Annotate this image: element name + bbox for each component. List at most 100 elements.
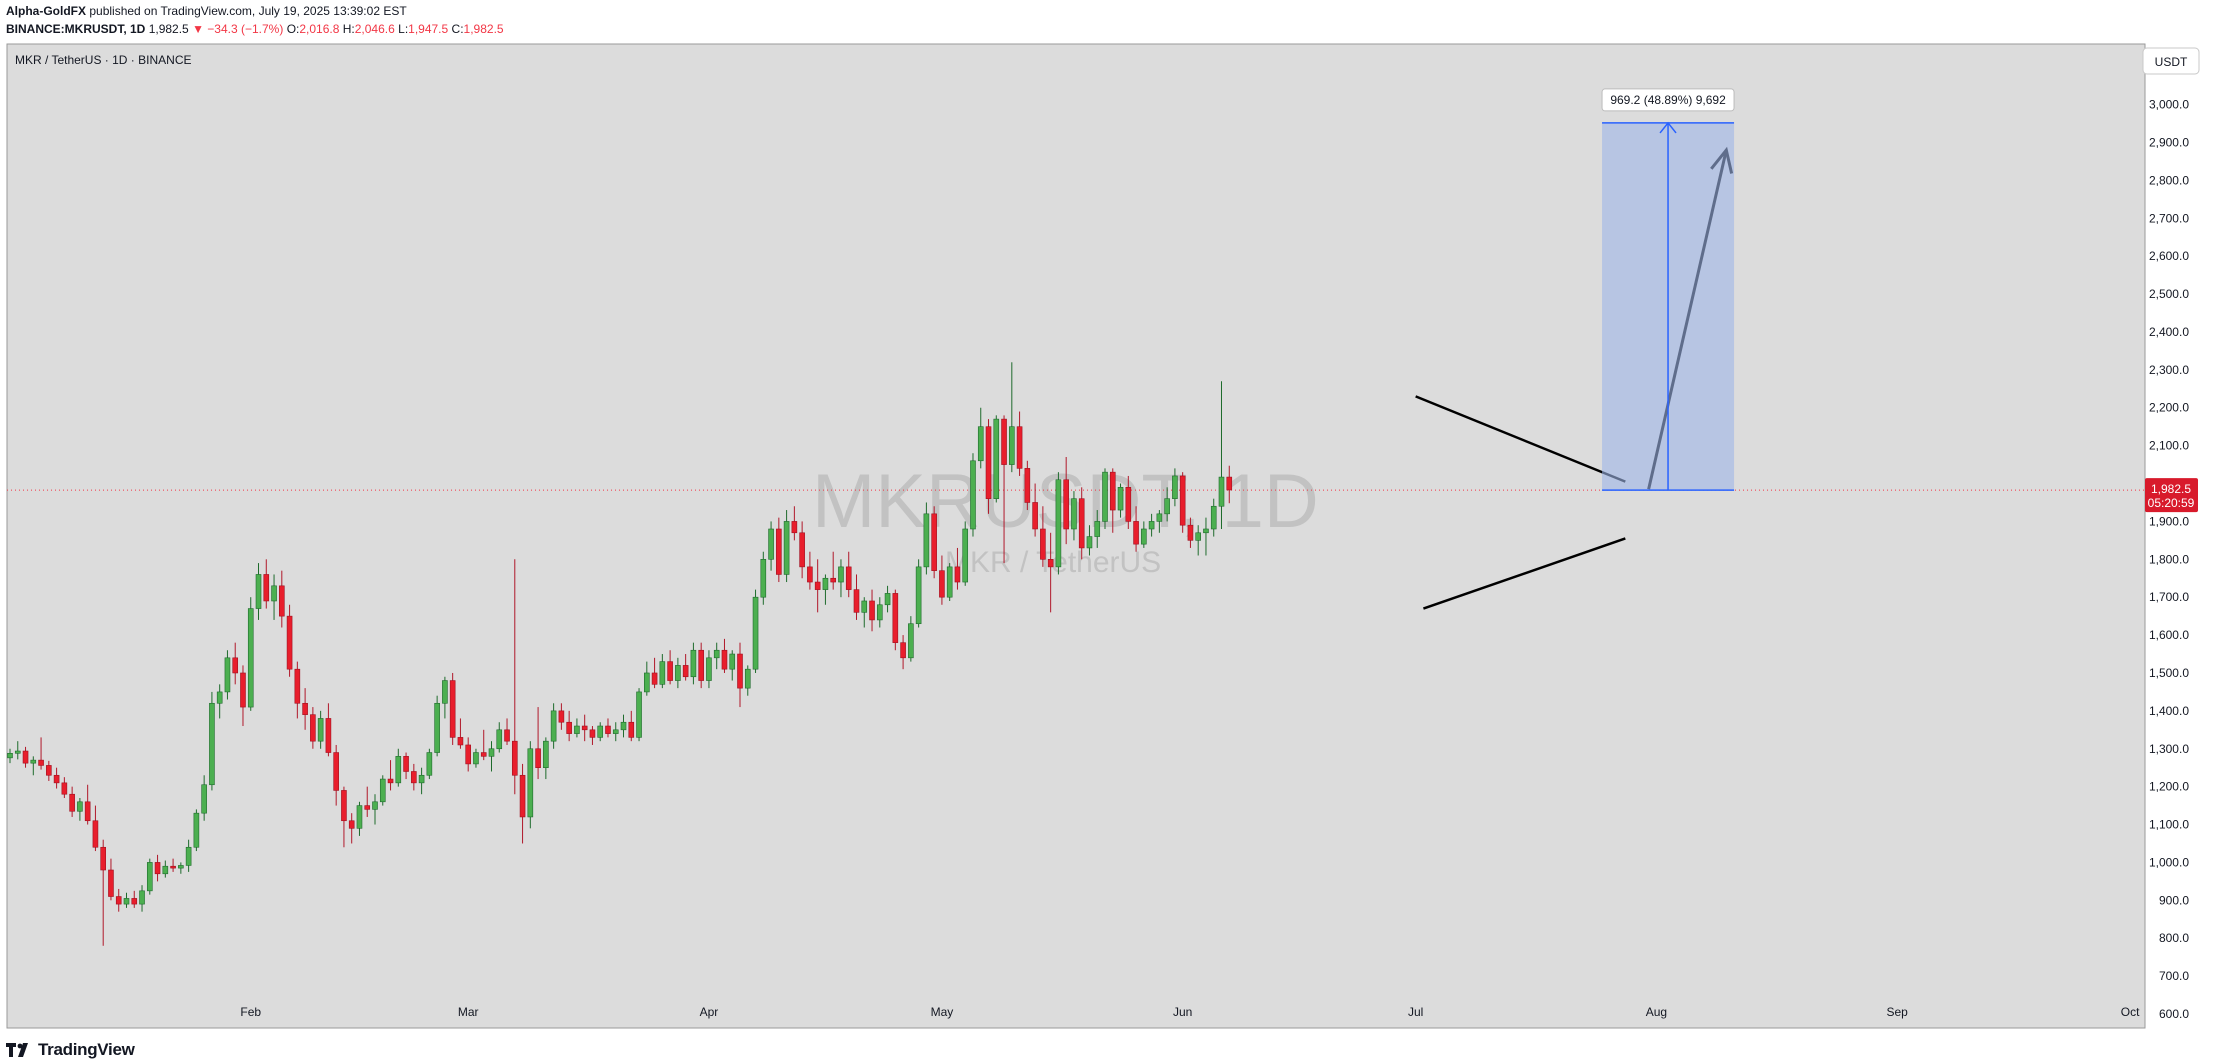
candle[interactable] (379, 775, 386, 806)
candle[interactable] (876, 597, 883, 628)
candle[interactable] (387, 760, 394, 791)
candle[interactable] (1117, 483, 1124, 518)
candle[interactable] (744, 665, 751, 696)
candle[interactable] (61, 777, 68, 799)
candle[interactable] (38, 737, 44, 770)
candle[interactable] (1187, 517, 1194, 548)
candle[interactable] (861, 597, 868, 628)
candle[interactable] (822, 574, 829, 605)
candle[interactable] (900, 635, 906, 670)
candle[interactable] (682, 654, 689, 681)
candle[interactable] (853, 574, 860, 620)
candle[interactable] (838, 559, 844, 598)
candle[interactable] (869, 589, 875, 632)
candle[interactable] (807, 551, 813, 590)
candle[interactable] (193, 809, 200, 852)
current-price-tag[interactable]: 1,982.505:20:59 (2145, 478, 2198, 513)
candle[interactable] (69, 786, 75, 817)
candle[interactable] (442, 676, 448, 719)
candle[interactable] (372, 794, 378, 825)
candle[interactable] (1102, 468, 1108, 529)
candle[interactable] (115, 888, 122, 912)
candle[interactable] (651, 657, 658, 689)
candle[interactable] (760, 551, 767, 605)
candle[interactable] (496, 722, 503, 753)
candle[interactable] (985, 419, 992, 514)
candle[interactable] (1024, 460, 1031, 511)
candle[interactable] (1040, 506, 1046, 567)
candle[interactable] (7, 748, 13, 764)
candle[interactable] (977, 407, 984, 469)
candle[interactable] (108, 858, 114, 901)
candle[interactable] (46, 760, 52, 781)
candle[interactable] (776, 517, 782, 583)
candle[interactable] (884, 585, 891, 613)
candle[interactable] (1094, 510, 1101, 548)
candle[interactable] (954, 547, 961, 590)
candle[interactable] (178, 862, 184, 874)
candle[interactable] (77, 798, 83, 821)
candle[interactable] (923, 502, 930, 575)
candle[interactable] (931, 506, 937, 579)
candle[interactable] (84, 784, 91, 825)
candle[interactable] (535, 707, 541, 780)
candle[interactable] (783, 510, 790, 583)
candle[interactable] (713, 642, 720, 670)
currency-button[interactable]: USDT (2142, 47, 2200, 75)
candle[interactable] (1156, 510, 1163, 533)
candle[interactable] (612, 722, 619, 742)
candle[interactable] (628, 710, 635, 742)
candle[interactable] (1071, 491, 1077, 541)
candles-series[interactable] (7, 362, 2145, 946)
candle[interactable] (1203, 517, 1209, 556)
candle[interactable] (830, 551, 836, 590)
candle[interactable] (403, 752, 409, 780)
candle[interactable] (1148, 513, 1155, 537)
candle[interactable] (395, 748, 402, 787)
candle[interactable] (1109, 468, 1116, 533)
candle[interactable] (1164, 487, 1170, 522)
candle[interactable] (449, 672, 456, 745)
candle[interactable] (1226, 465, 1233, 504)
candle[interactable] (418, 767, 425, 795)
candle[interactable] (667, 650, 673, 685)
candle[interactable] (915, 559, 922, 628)
candle[interactable] (550, 703, 557, 749)
candle[interactable] (768, 521, 774, 571)
candle[interactable] (224, 650, 231, 700)
candle[interactable] (488, 741, 495, 772)
candle[interactable] (341, 786, 347, 848)
candle[interactable] (411, 763, 417, 791)
candle[interactable] (302, 688, 308, 730)
candle[interactable] (706, 650, 712, 689)
candle[interactable] (675, 657, 681, 689)
candle[interactable] (799, 521, 805, 579)
candle[interactable] (1210, 498, 1217, 537)
candle[interactable] (1078, 487, 1085, 560)
candle[interactable] (1001, 415, 1007, 564)
triangle-upper-trendline[interactable] (1415, 395, 1626, 483)
candle[interactable] (574, 718, 580, 738)
candle[interactable] (294, 661, 301, 719)
triangle-lower-trendline[interactable] (1423, 537, 1626, 610)
candle[interactable] (240, 665, 246, 727)
candle[interactable] (209, 691, 215, 791)
candle[interactable] (247, 597, 254, 711)
candle[interactable] (737, 642, 743, 708)
candle[interactable] (791, 506, 798, 541)
plot-area[interactable] (6, 43, 2146, 1029)
candle[interactable] (543, 737, 549, 780)
candle[interactable] (597, 722, 604, 742)
candle[interactable] (325, 703, 332, 757)
candle[interactable] (589, 726, 596, 745)
candle[interactable] (139, 885, 145, 912)
candle[interactable] (100, 839, 106, 946)
candle[interactable] (480, 729, 487, 761)
candle[interactable] (566, 710, 572, 742)
candle[interactable] (317, 710, 324, 749)
candle[interactable] (279, 570, 285, 628)
candle[interactable] (162, 860, 169, 878)
candle[interactable] (457, 718, 464, 749)
candle[interactable] (263, 559, 270, 609)
candle[interactable] (1218, 381, 1225, 529)
